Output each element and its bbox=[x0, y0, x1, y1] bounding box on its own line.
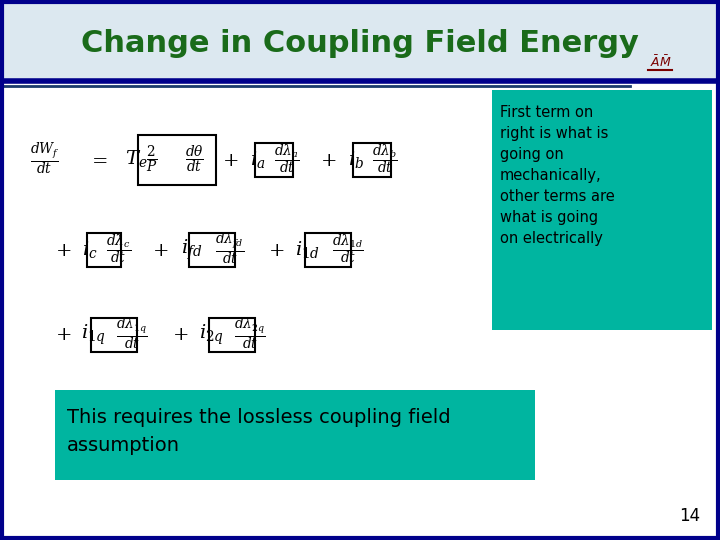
Text: 14: 14 bbox=[679, 507, 700, 525]
Text: $\frac{d\lambda_{2q}}{dt}$: $\frac{d\lambda_{2q}}{dt}$ bbox=[234, 317, 266, 353]
Text: $i_{1q}$: $i_{1q}$ bbox=[81, 323, 107, 347]
Text: $T_e\frac{2}{P}$: $T_e\frac{2}{P}$ bbox=[125, 144, 158, 176]
Bar bbox=[492, 90, 712, 330]
Bar bbox=[91, 318, 137, 352]
Text: $\bar{M}$: $\bar{M}$ bbox=[659, 54, 671, 70]
Bar bbox=[255, 143, 293, 177]
Text: $=$: $=$ bbox=[88, 151, 108, 170]
Bar bbox=[138, 135, 216, 185]
Text: $\frac{d\lambda_{1d}}{dt}$: $\frac{d\lambda_{1d}}{dt}$ bbox=[332, 233, 364, 267]
Bar bbox=[189, 233, 235, 267]
Text: $\frac{d\lambda_{1q}}{dt}$: $\frac{d\lambda_{1q}}{dt}$ bbox=[116, 317, 148, 353]
Text: $\frac{d\lambda_c}{dt}$: $\frac{d\lambda_c}{dt}$ bbox=[106, 233, 131, 267]
Text: $i_{fd}$: $i_{fd}$ bbox=[181, 238, 203, 262]
Text: First term on
right is what is
going on
mechanically,
other terms are
what is go: First term on right is what is going on … bbox=[500, 105, 615, 246]
Bar bbox=[305, 233, 351, 267]
Text: This requires the lossless coupling field
assumption: This requires the lossless coupling fiel… bbox=[67, 408, 451, 455]
Text: $i_c$: $i_c$ bbox=[82, 240, 98, 260]
Bar bbox=[3, 3, 717, 81]
Text: $+$: $+$ bbox=[55, 240, 71, 260]
Text: $+$: $+$ bbox=[55, 326, 71, 345]
Text: $i_{1d}$: $i_{1d}$ bbox=[295, 240, 320, 260]
Text: $i_{2q}$: $i_{2q}$ bbox=[199, 323, 225, 347]
Text: Change in Coupling Field Energy: Change in Coupling Field Energy bbox=[81, 30, 639, 58]
Bar bbox=[353, 143, 391, 177]
Text: $+$: $+$ bbox=[152, 240, 168, 260]
Text: $\frac{dW_f}{dt}$: $\frac{dW_f}{dt}$ bbox=[30, 142, 60, 178]
Text: $\frac{d\lambda_a}{dt}$: $\frac{d\lambda_a}{dt}$ bbox=[274, 143, 300, 177]
Text: $\frac{d\lambda_{fd}}{dt}$: $\frac{d\lambda_{fd}}{dt}$ bbox=[215, 232, 244, 268]
Text: $i_a$: $i_a$ bbox=[251, 150, 266, 171]
Text: $+$: $+$ bbox=[268, 240, 284, 260]
Bar bbox=[55, 390, 535, 480]
Text: $\frac{d\lambda_b}{dt}$: $\frac{d\lambda_b}{dt}$ bbox=[372, 143, 398, 177]
Text: $+$: $+$ bbox=[172, 326, 189, 345]
Text: $\frac{d\theta}{dt}$: $\frac{d\theta}{dt}$ bbox=[185, 144, 204, 176]
Bar bbox=[87, 233, 121, 267]
Text: $\bar{A}$: $\bar{A}$ bbox=[650, 54, 660, 70]
Text: $+$: $+$ bbox=[320, 151, 336, 170]
Text: $+$: $+$ bbox=[222, 151, 238, 170]
Text: $i_b$: $i_b$ bbox=[348, 150, 364, 171]
Bar bbox=[209, 318, 255, 352]
